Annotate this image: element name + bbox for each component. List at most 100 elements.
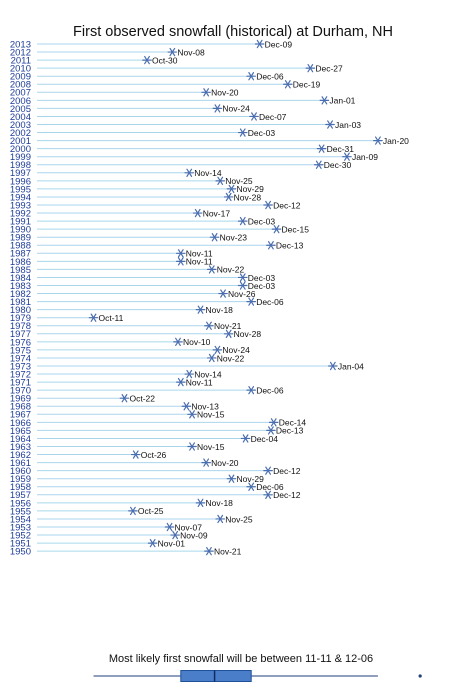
y-tick-label: 1953: [10, 522, 31, 533]
y-tick-label: 1998: [10, 160, 31, 171]
year-row: 2010 Dec-27: [10, 63, 343, 74]
data-point-marker: [328, 361, 338, 371]
y-tick-label: 1975: [10, 345, 31, 356]
year-row: 1959 Nov-29: [10, 474, 264, 485]
date-label: Jan-03: [335, 120, 361, 130]
date-label: Dec-27: [315, 63, 343, 73]
year-row: 1986 Nov-11: [10, 257, 213, 268]
year-row: 1981 Dec-06: [10, 297, 284, 308]
data-point-marker: [316, 144, 327, 153]
date-label: Nov-28: [234, 192, 262, 202]
data-point-marker: [212, 104, 223, 113]
data-point-marker: [237, 281, 248, 290]
y-tick-label: 1973: [10, 361, 31, 372]
date-label: Jan-09: [352, 152, 378, 162]
year-row: 1977 Nov-28: [10, 329, 261, 340]
year-row: 2007 Nov-20: [10, 88, 239, 99]
date-label: Dec-12: [273, 200, 301, 210]
year-row: 1982 Nov-26: [10, 289, 256, 300]
data-point-marker: [223, 192, 234, 202]
y-tick-label: 2009: [10, 72, 31, 83]
date-label: Dec-06: [256, 297, 284, 307]
y-tick-label: 1964: [10, 434, 31, 445]
year-row: 1996 Nov-25: [10, 176, 253, 187]
data-point-marker: [246, 72, 256, 81]
year-row: 1994 Nov-28: [10, 192, 261, 203]
date-label: Nov-21: [214, 321, 242, 331]
y-tick-label: 2001: [10, 136, 31, 147]
y-tick-label: 2011: [11, 56, 31, 67]
y-tick-label: 1996: [10, 176, 31, 187]
year-row: 1983 Dec-03: [10, 281, 276, 292]
date-label: Dec-03: [248, 273, 276, 283]
year-row: 1958 Dec-06: [10, 482, 284, 493]
year-row: 1960 Dec-12: [10, 466, 301, 477]
date-label: Dec-14: [279, 418, 307, 428]
y-tick-label: 1986: [10, 257, 31, 268]
year-row: 1970 Dec-06: [10, 385, 284, 396]
y-tick-label: 1952: [10, 530, 31, 541]
data-point-marker: [175, 257, 186, 266]
year-row: 2004 Dec-07: [10, 112, 287, 123]
year-row: 1973 Jan-04: [10, 361, 364, 372]
data-point-marker: [263, 490, 273, 499]
y-tick-label: 1995: [10, 184, 31, 195]
data-point-marker: [187, 442, 197, 451]
data-point-marker: [237, 273, 248, 282]
date-label: Nov-10: [183, 337, 211, 347]
y-tick-label: 1951: [10, 539, 31, 550]
data-point-marker: [268, 418, 279, 427]
year-row: 1985 Nov-22: [10, 265, 245, 276]
data-point-marker: [313, 160, 324, 169]
chart-rows: 2013 Dec-09 2012 Nov-08 2011 Oct-30 2010 Dec-27…: [10, 39, 409, 557]
date-label: Nov-24: [222, 345, 250, 355]
data-point-marker: [195, 305, 206, 314]
y-tick-label: 2010: [10, 64, 31, 75]
date-label: Nov-25: [225, 514, 253, 524]
chart-title: First observed snowfall (historical) at …: [73, 24, 393, 40]
data-point-marker: [192, 208, 203, 218]
date-label: Nov-15: [197, 410, 225, 420]
date-label: Dec-04: [251, 434, 279, 444]
data-point-marker: [201, 88, 211, 97]
year-row: 1968 Nov-13: [10, 402, 219, 413]
chart-subtitle: Most likely first snowfall will be betwe…: [109, 653, 373, 665]
data-point-marker: [218, 289, 228, 298]
y-tick-label: 1956: [10, 498, 31, 509]
data-point-marker: [319, 96, 330, 105]
date-label: Dec-06: [256, 72, 284, 82]
year-row: 1952 Nov-09: [10, 530, 208, 541]
data-point-marker: [142, 55, 152, 65]
data-point-marker: [283, 80, 293, 89]
date-label: Nov-14: [194, 369, 222, 379]
y-tick-label: 1957: [10, 490, 31, 501]
date-label: Nov-11: [186, 377, 213, 387]
y-tick-label: 1984: [10, 273, 31, 284]
data-point-marker: [175, 249, 186, 258]
year-row: 2012 Nov-08: [10, 47, 205, 58]
year-row: 1950 Nov-21: [10, 546, 242, 557]
year-row: 2000 Dec-31: [10, 144, 354, 155]
date-label: Oct-25: [138, 506, 164, 516]
date-label: Dec-09: [265, 39, 293, 49]
year-row: 2006 Jan-01: [10, 96, 356, 107]
y-tick-label: 1963: [10, 442, 31, 453]
data-point-marker: [173, 337, 183, 347]
date-label: Nov-09: [180, 530, 208, 540]
y-tick-label: 2003: [10, 120, 31, 131]
year-row: 1984 Dec-03: [10, 273, 276, 284]
data-point-marker: [206, 353, 217, 363]
y-tick-label: 2000: [10, 144, 31, 155]
date-label: Dec-12: [273, 466, 301, 476]
data-point-marker: [266, 241, 276, 250]
data-point-marker: [206, 265, 217, 274]
data-point-marker: [128, 506, 138, 516]
data-point-marker: [342, 152, 352, 161]
date-label: Dec-19: [293, 80, 321, 90]
year-row: 1951 Nov-01: [10, 538, 185, 549]
y-tick-label: 1958: [10, 482, 31, 493]
y-tick-label: 2006: [10, 96, 31, 107]
y-tick-label: 2007: [10, 88, 31, 99]
date-label: Oct-11: [99, 313, 124, 323]
date-label: Nov-08: [177, 47, 205, 57]
